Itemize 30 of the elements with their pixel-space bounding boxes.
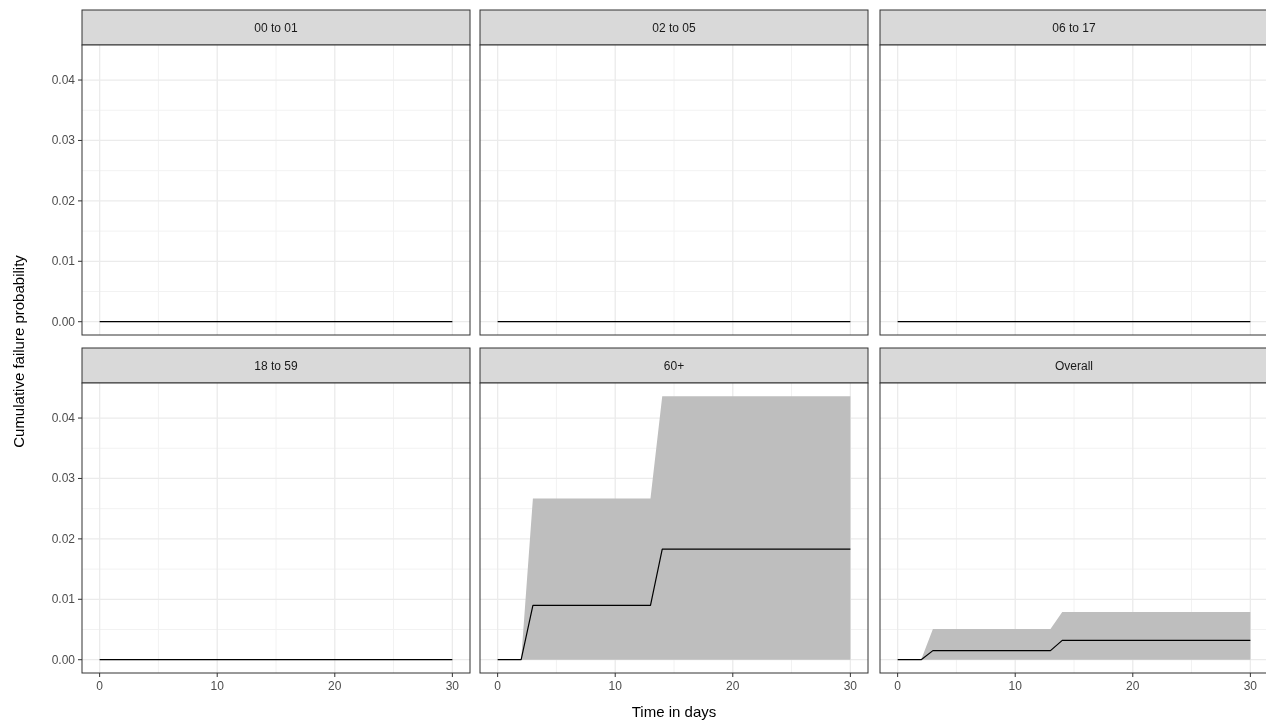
x-tick-label: 30	[843, 679, 858, 693]
x-tick-label: 30	[445, 679, 460, 693]
x-tick-label: 0	[96, 679, 104, 693]
x-tick-label: 20	[726, 679, 740, 693]
y-tick-label: 0.00	[51, 314, 76, 329]
y-tick-label: 0.04	[51, 73, 76, 88]
x-tick-label: 10	[608, 679, 623, 693]
y-tick-label: 0.03	[51, 133, 76, 148]
chart-title: Overall	[1054, 358, 1094, 373]
y-axis-title: Cumulative failure probability	[10, 254, 27, 448]
x-tick-label: 20	[328, 679, 342, 693]
y-tick-label: 0.03	[51, 471, 76, 486]
x-tick-label: 10	[1008, 679, 1023, 693]
chart-title: 18 to 59	[254, 358, 299, 373]
x-axis-title: Time in days	[631, 703, 717, 720]
y-tick-label: 0.01	[51, 592, 76, 607]
y-tick-label: 0.02	[51, 193, 76, 208]
x-tick-label: 30	[1243, 679, 1258, 693]
y-tick-label: 0.01	[51, 254, 76, 269]
chart-title: 60+	[663, 358, 685, 373]
chart-title: 02 to 05	[652, 20, 697, 35]
chart-title: 06 to 17	[1052, 20, 1097, 35]
x-tick-label: 0	[894, 679, 902, 693]
x-tick-label: 10	[210, 679, 225, 693]
x-tick-label: 20	[1126, 679, 1140, 693]
y-tick-label: 0.04	[51, 411, 76, 426]
y-tick-label: 0.02	[51, 531, 76, 546]
chart-title: 00 to 01	[254, 20, 299, 35]
y-tick-label: 0.00	[51, 652, 76, 667]
x-tick-label: 0	[494, 679, 502, 693]
